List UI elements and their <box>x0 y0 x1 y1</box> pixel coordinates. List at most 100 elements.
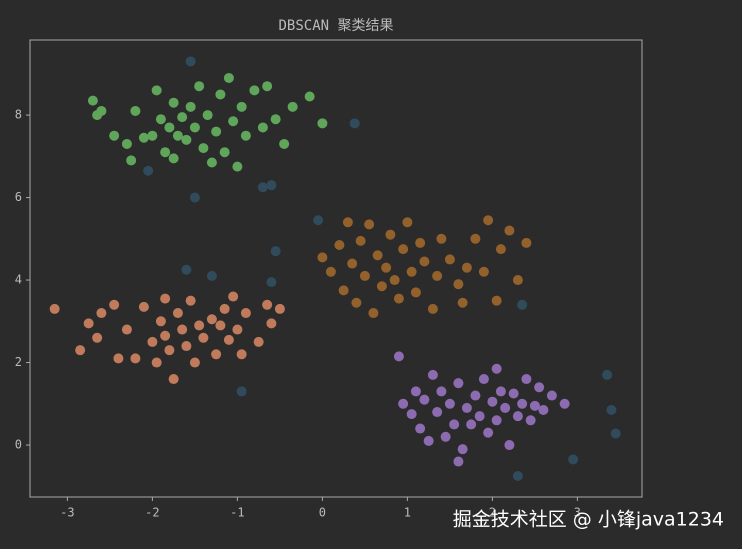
point <box>87 95 98 106</box>
point <box>109 299 120 310</box>
point <box>262 299 273 310</box>
point <box>406 409 417 420</box>
point <box>266 180 277 191</box>
point <box>427 369 438 380</box>
point <box>478 374 489 385</box>
point <box>432 270 443 281</box>
point <box>364 219 375 230</box>
point <box>444 398 455 409</box>
point <box>83 318 94 329</box>
point <box>202 110 213 121</box>
point <box>266 277 277 288</box>
point <box>160 147 171 158</box>
point <box>453 378 464 389</box>
point <box>185 295 196 306</box>
point <box>355 235 366 246</box>
point <box>189 357 200 368</box>
point <box>194 81 205 92</box>
point <box>215 89 226 100</box>
point <box>376 281 387 292</box>
point <box>483 427 494 438</box>
point <box>402 217 413 228</box>
point <box>253 336 264 347</box>
point <box>406 266 417 277</box>
point <box>177 112 188 123</box>
point <box>495 244 506 255</box>
plot-frame <box>29 39 643 498</box>
point <box>487 396 498 407</box>
point <box>529 400 540 411</box>
point <box>121 324 132 335</box>
point <box>474 411 485 422</box>
point <box>393 293 404 304</box>
point <box>538 404 549 415</box>
point <box>525 415 536 426</box>
point <box>181 341 192 352</box>
point <box>381 262 392 273</box>
point <box>461 402 472 413</box>
chart-title: DBSCAN 聚类结果 <box>278 18 393 34</box>
point <box>546 390 557 401</box>
point <box>504 225 515 236</box>
point <box>160 293 171 304</box>
point <box>240 308 251 319</box>
point <box>338 285 349 296</box>
point <box>185 101 196 112</box>
point <box>49 303 60 314</box>
x-tick-label: -2 <box>145 506 159 520</box>
point <box>257 122 268 133</box>
point <box>211 126 222 137</box>
point <box>602 369 613 380</box>
point <box>419 394 430 405</box>
point <box>151 357 162 368</box>
point <box>168 374 179 385</box>
y-tick-label: 4 <box>15 273 22 287</box>
point <box>155 316 166 327</box>
point <box>151 85 162 96</box>
point <box>449 419 460 430</box>
point <box>219 303 230 314</box>
point <box>228 291 239 302</box>
point <box>240 130 251 141</box>
point <box>483 215 494 226</box>
point <box>185 56 196 67</box>
point <box>385 229 396 240</box>
point <box>236 386 247 397</box>
point <box>470 390 481 401</box>
point <box>461 262 472 273</box>
point <box>559 398 570 409</box>
point <box>138 132 149 143</box>
point <box>508 388 519 399</box>
x-tick-label: -3 <box>60 506 74 520</box>
point <box>126 155 137 166</box>
y-tick-label: 0 <box>15 438 22 452</box>
point <box>491 415 502 426</box>
y-tick-label: 2 <box>15 355 22 369</box>
point <box>160 330 171 341</box>
point <box>410 386 421 397</box>
point <box>236 349 247 360</box>
point <box>512 275 523 286</box>
x-tick-label: 3 <box>574 506 581 520</box>
point <box>436 386 447 397</box>
point <box>249 85 260 96</box>
point <box>419 256 430 267</box>
point <box>517 398 528 409</box>
point <box>147 336 158 347</box>
point <box>130 105 141 116</box>
point <box>398 398 409 409</box>
point <box>181 264 192 275</box>
x-tick-label: -1 <box>230 506 244 520</box>
point <box>359 270 370 281</box>
point <box>194 320 205 331</box>
point <box>96 308 107 319</box>
point <box>398 244 409 255</box>
point <box>432 407 443 418</box>
point <box>147 130 158 141</box>
point <box>270 246 281 257</box>
point <box>342 217 353 228</box>
point <box>457 444 468 455</box>
point <box>491 363 502 374</box>
point <box>287 101 298 112</box>
point <box>368 308 379 319</box>
